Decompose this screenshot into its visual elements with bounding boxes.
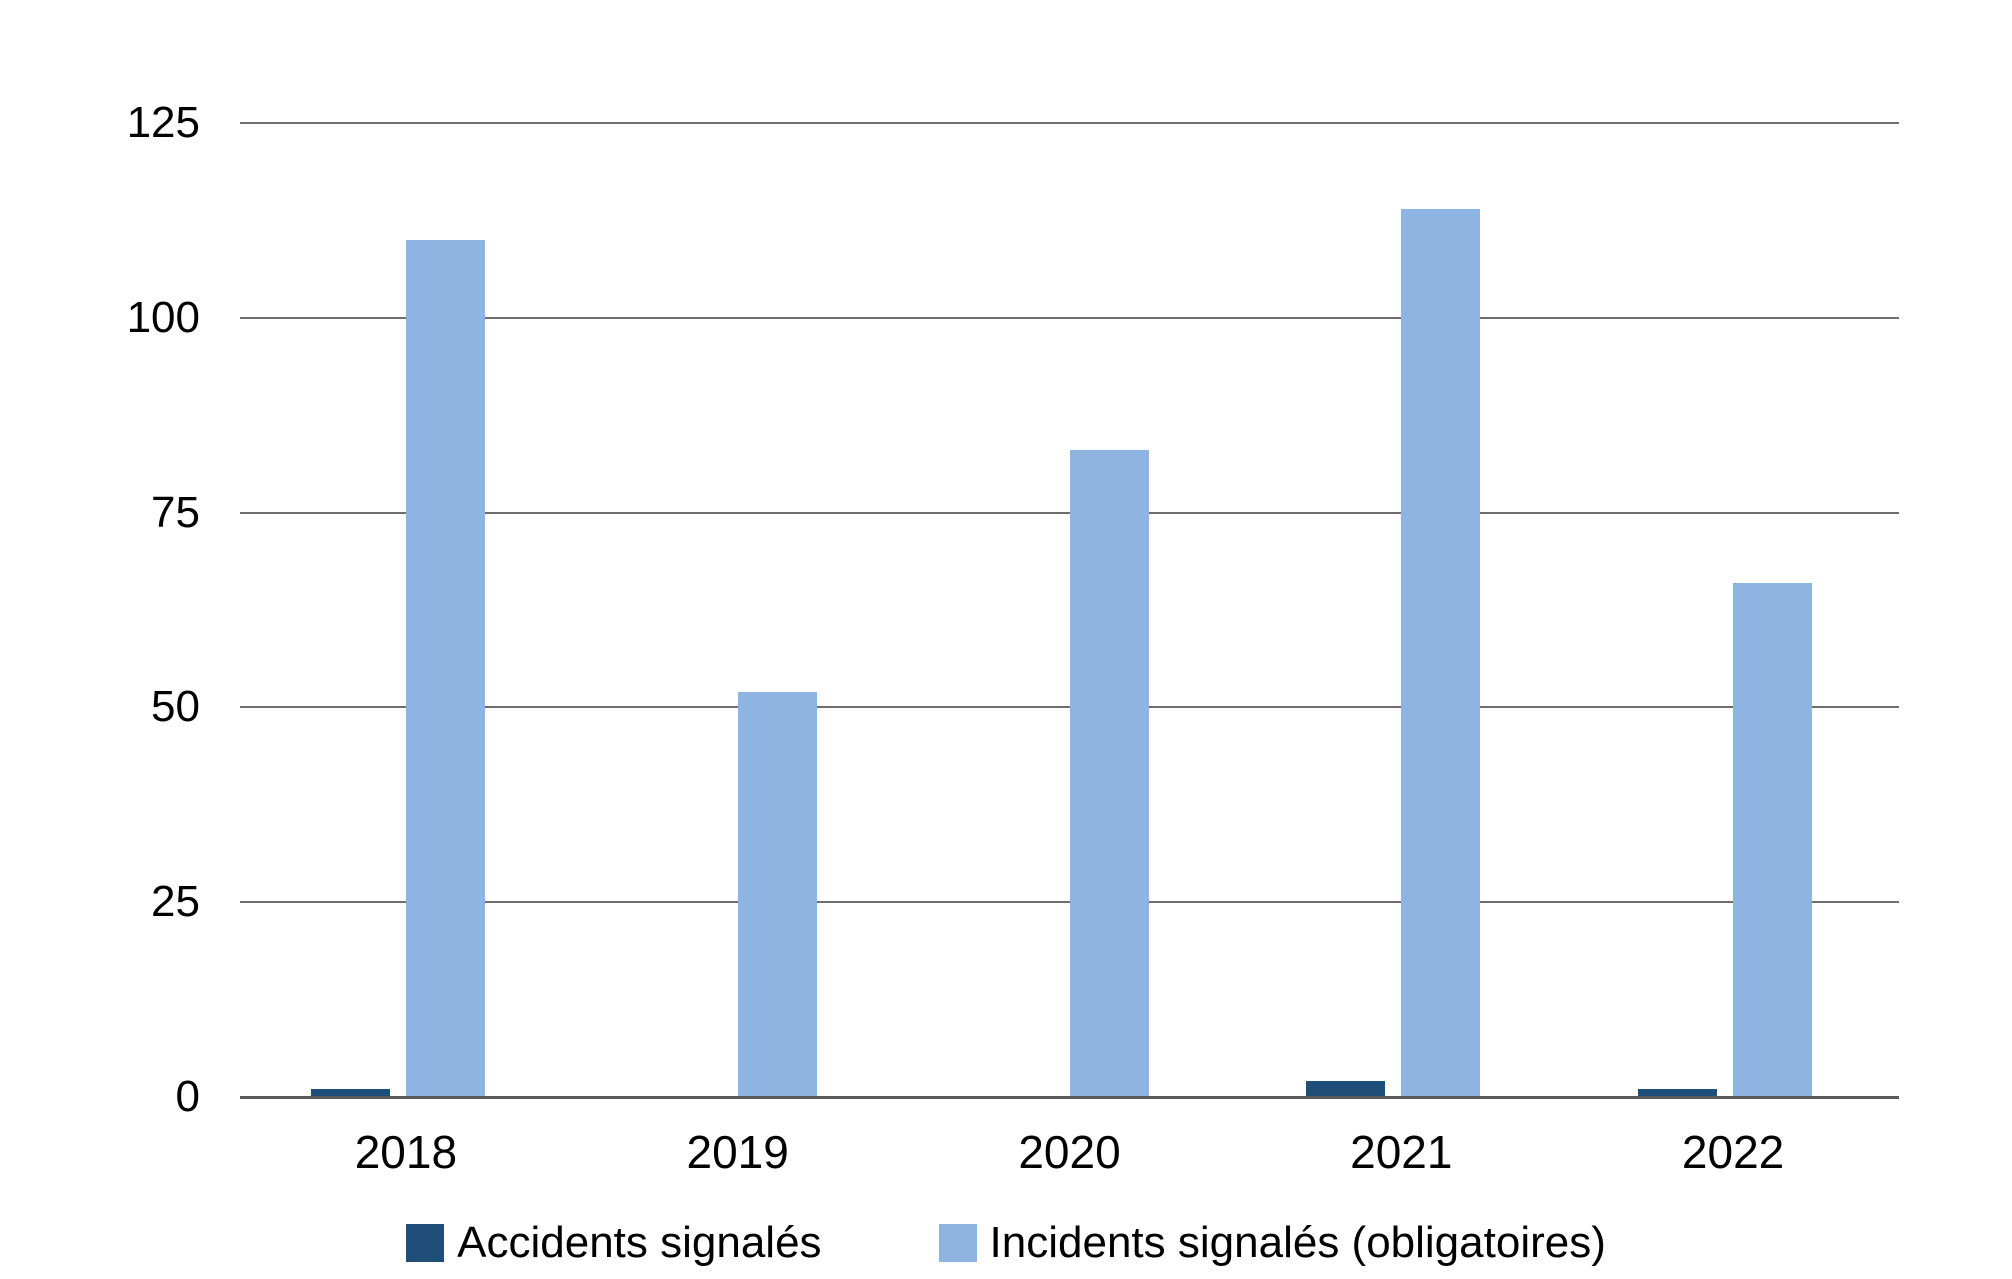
bar-2018-series-1 xyxy=(406,240,485,1097)
gridline xyxy=(240,316,1899,319)
x-category-label: 2022 xyxy=(1681,1126,1785,1178)
gridline xyxy=(240,122,1899,124)
legend-item-1: Incidents signalés (obligatoires) xyxy=(938,1218,1606,1268)
y-tick-label: 100 xyxy=(126,292,200,342)
bar-2019-series-1 xyxy=(738,692,817,1097)
gridline xyxy=(240,901,1899,904)
legend-swatch-icon xyxy=(938,1224,977,1262)
x-category-label: 2018 xyxy=(354,1126,458,1178)
x-axis-line xyxy=(240,1096,1899,1099)
y-tick-label: 25 xyxy=(151,877,200,927)
legend-item-0: Accidents signalés xyxy=(406,1218,822,1268)
legend-label: Accidents signalés xyxy=(457,1218,822,1267)
bar-2020-series-1 xyxy=(1070,450,1149,1097)
gridline xyxy=(240,706,1899,709)
bar-2021-series-1 xyxy=(1401,209,1480,1097)
y-tick-label: 125 xyxy=(126,98,200,147)
legend-swatch-icon xyxy=(406,1224,445,1262)
y-tick-label: 75 xyxy=(151,487,200,537)
x-category-label: 2019 xyxy=(686,1126,789,1178)
gridline xyxy=(240,511,1899,514)
bar-2022-series-1 xyxy=(1733,583,1812,1097)
bar-2021-series-0 xyxy=(1306,1081,1385,1097)
bar-2022-series-0 xyxy=(1638,1089,1717,1097)
x-category-label: 2021 xyxy=(1350,1126,1453,1178)
legend-label: Incidents signalés (obligatoires) xyxy=(989,1218,1606,1267)
x-category-label: 2020 xyxy=(1018,1126,1121,1178)
bar-2018-series-0 xyxy=(311,1089,390,1097)
y-tick-label: 50 xyxy=(151,682,200,732)
y-tick-label: 0 xyxy=(175,1072,200,1121)
chart-legend: Accidents signalés Incidents signalés (ob… xyxy=(0,1218,2012,1268)
